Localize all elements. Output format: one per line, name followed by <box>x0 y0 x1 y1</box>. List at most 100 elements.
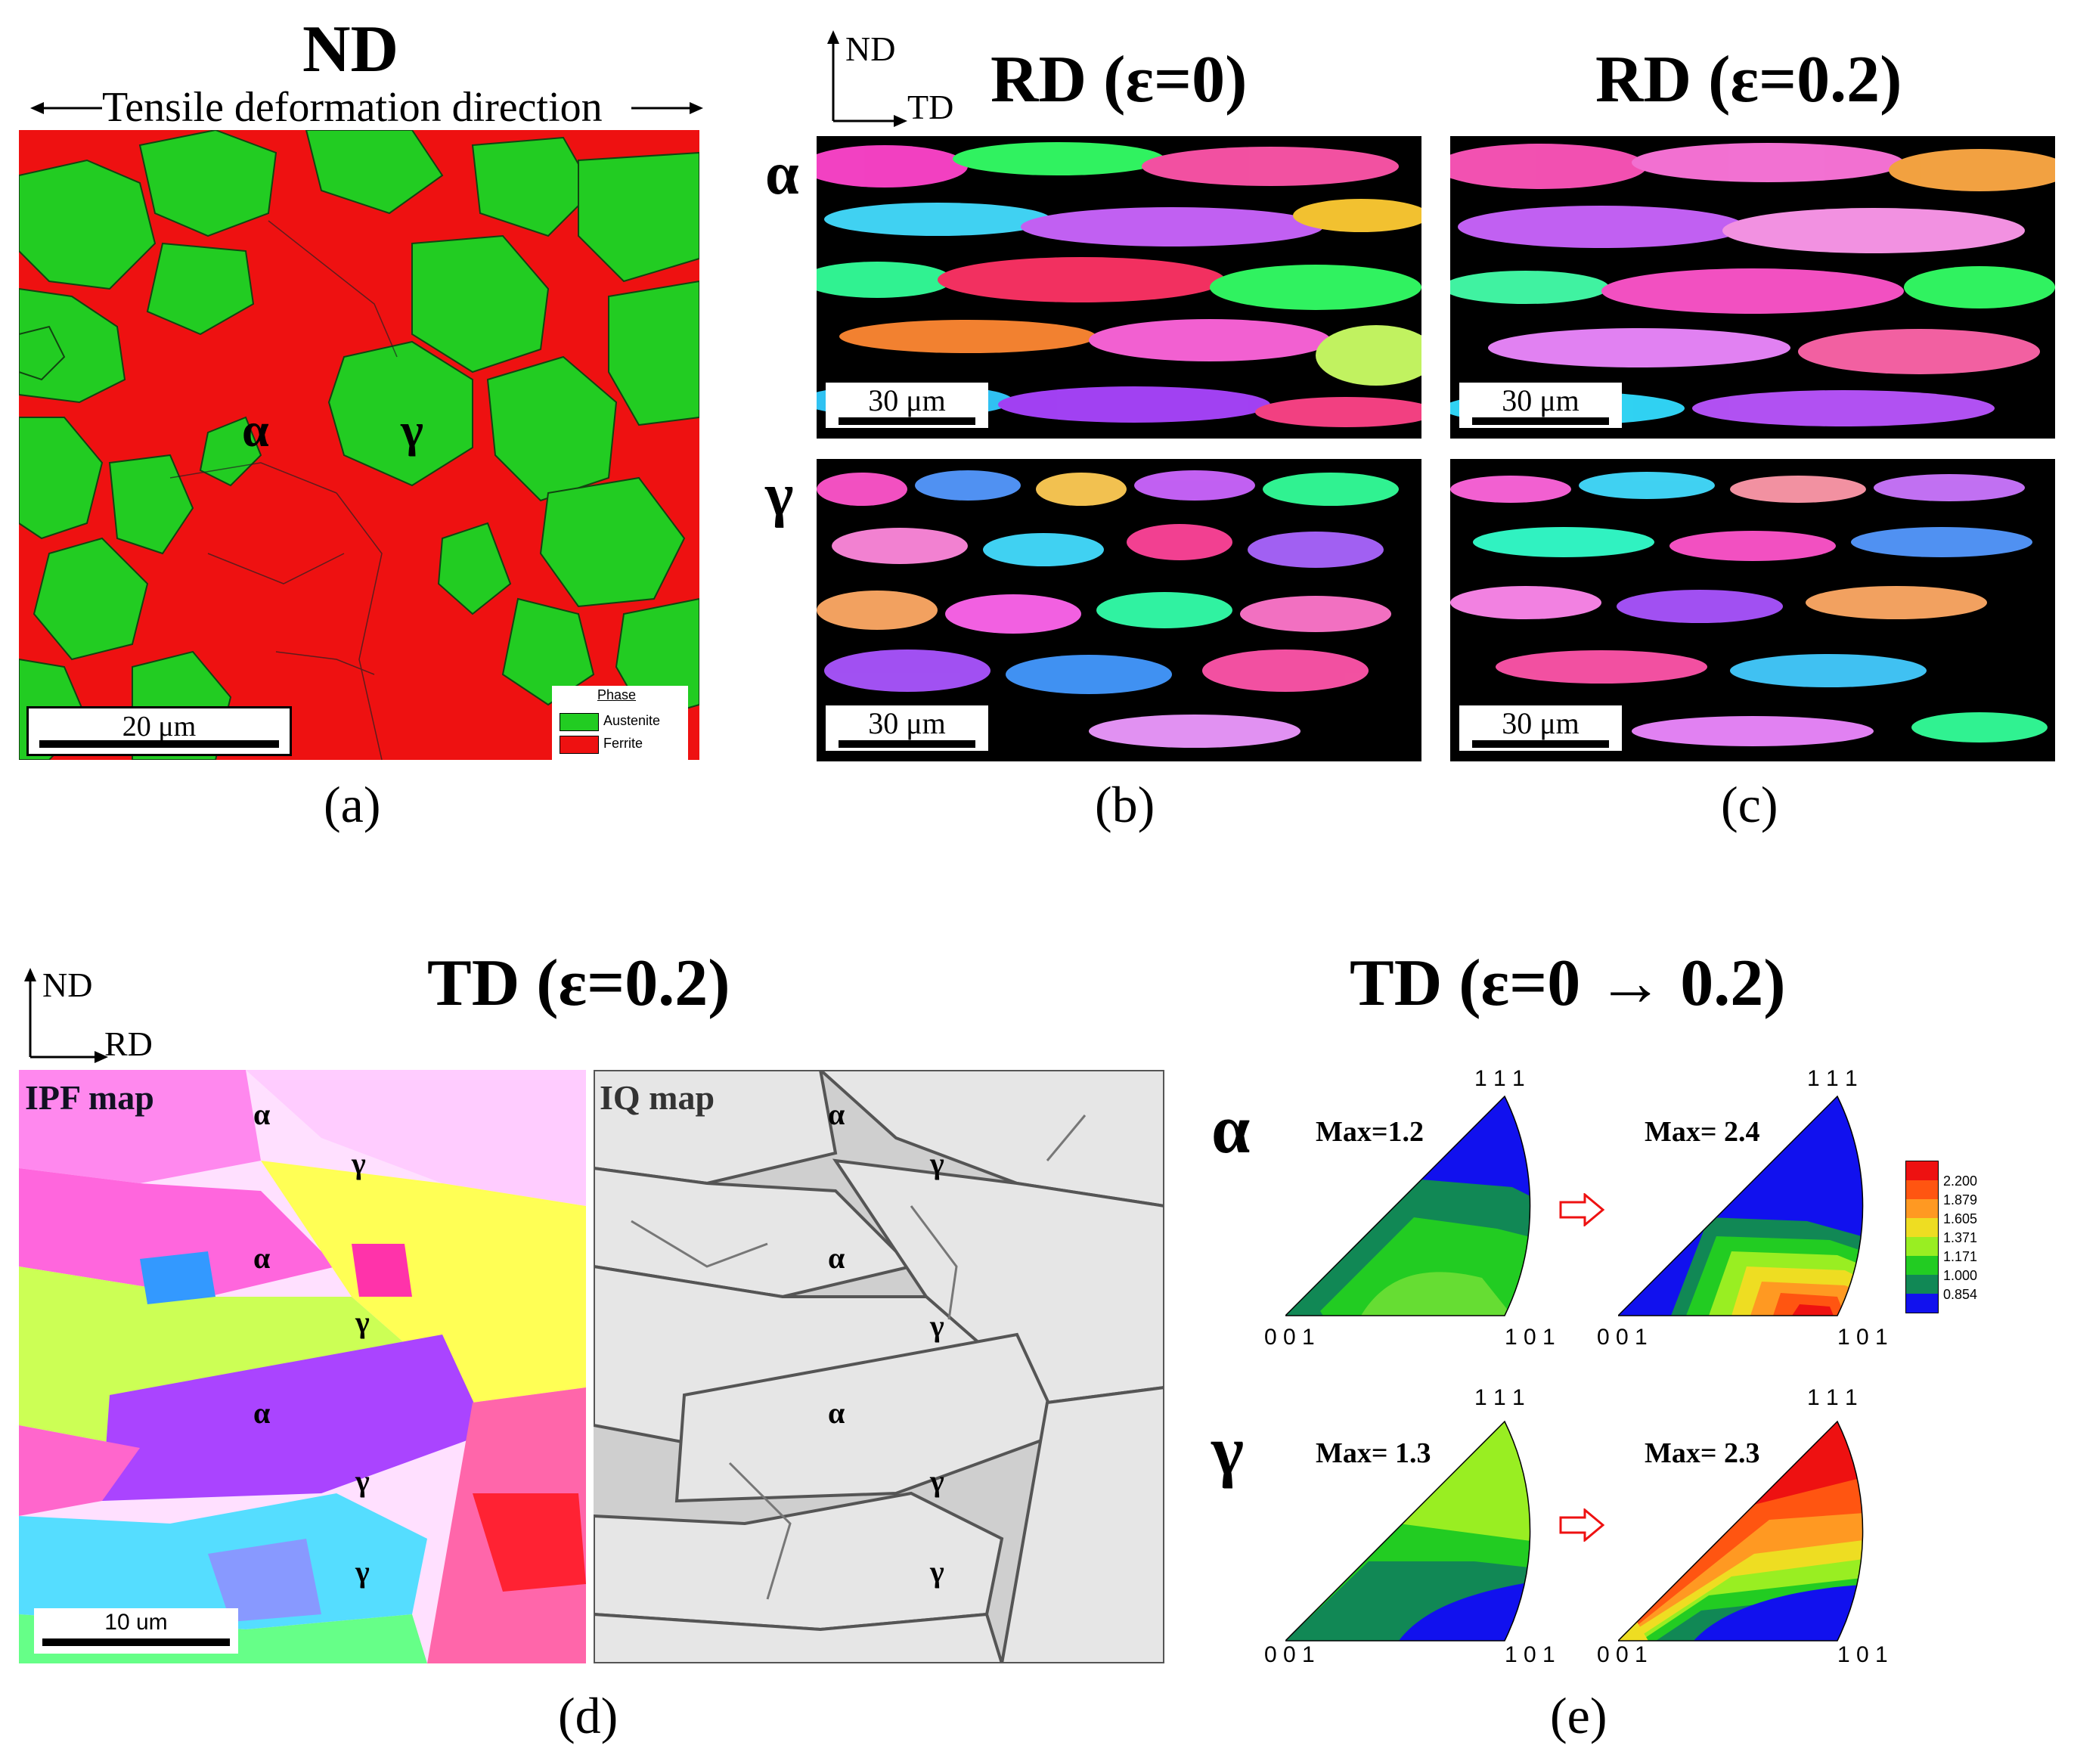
map-b-gamma-scale: 30 μm <box>826 705 988 751</box>
panel-c-title: RD (ε=0.2) <box>1595 43 1902 116</box>
iq-mark-1: α <box>828 1097 845 1131</box>
legend-swatch-8 <box>1906 1294 1938 1313</box>
alpha-arrow-icon <box>1559 1193 1604 1226</box>
gamma-arrow-icon <box>1559 1508 1604 1542</box>
legend-value-1: 2.200 <box>1943 1173 1978 1189</box>
map-b-gamma: 30 μm <box>817 459 1421 761</box>
panel-b-title: RD (ε=0) <box>990 43 1248 116</box>
map-b-alpha-grains <box>817 142 1421 427</box>
ipf-mark-7: γ <box>355 1555 370 1589</box>
iq-mark-2: γ <box>930 1146 944 1180</box>
map-b-alpha-scale-line <box>839 417 975 425</box>
legend-value-4: 1.371 <box>1943 1230 1978 1245</box>
ferrite-label: Ferrite <box>603 736 643 751</box>
panel-d-title: TD (ε=0.2) <box>427 947 730 1020</box>
map-b-gamma-scale-line <box>839 740 975 748</box>
e-row-gamma: γ <box>1211 1412 1245 1489</box>
iq-map-label: IQ map <box>600 1078 715 1117</box>
legend-swatch-7 <box>1906 1275 1938 1294</box>
legend-value-2: 1.879 <box>1943 1192 1978 1208</box>
ipf-alpha-after: Max= 2.4 <box>1617 1066 1875 1323</box>
map-b-alpha: 30 μm <box>817 136 1421 439</box>
map-b-gamma-scale-text: 30 μm <box>868 706 946 740</box>
density-legend-bar <box>1905 1161 1939 1313</box>
legend-swatch-2 <box>1906 1180 1938 1199</box>
ipf-mark-3: α <box>253 1241 271 1275</box>
ipf-gamma-after-001: 0 0 1 <box>1597 1642 1648 1667</box>
tensile-direction-label: Tensile deformation direction <box>102 84 603 131</box>
legend-swatch-3 <box>1906 1199 1938 1218</box>
phase-map-scale-bar: 20 μm <box>26 706 292 756</box>
ipf-alpha-before-111: 1 1 1 <box>1474 1066 1525 1091</box>
phase-map: α γ 20 μm Phase Austenite Ferrite <box>19 130 699 760</box>
ferrite-swatch <box>560 736 599 754</box>
map-c-alpha-scale-text: 30 μm <box>1502 383 1580 417</box>
density-legend: 2.200 1.879 1.605 1.371 1.171 1.000 0.85… <box>1905 1161 2041 1316</box>
ipf-alpha-before: Max=1.2 <box>1284 1066 1542 1323</box>
max-alpha-before: Max=1.2 <box>1316 1116 1425 1148</box>
ipf-gamma-after-111: 1 1 1 <box>1807 1385 1858 1410</box>
legend-value-7: 0.854 <box>1943 1287 1978 1302</box>
ipf-alpha-after-111: 1 1 1 <box>1807 1066 1858 1091</box>
phase-map-grains <box>19 130 699 760</box>
phase-map-scale-text: 20 μm <box>122 711 197 742</box>
ipf-gamma-before-001: 0 0 1 <box>1264 1642 1315 1667</box>
map-c-gamma-scale: 30 μm <box>1459 705 1622 751</box>
ipf-mark-5: α <box>253 1396 271 1430</box>
legend-swatch-6 <box>1906 1256 1938 1275</box>
ipf-mark-2: γ <box>352 1146 366 1180</box>
ipf-alpha-before-101: 1 0 1 <box>1505 1325 1555 1350</box>
ipf-mark-6: γ <box>355 1464 370 1498</box>
d-axis-rd: RD <box>104 1025 153 1063</box>
max-gamma-after: Max= 2.3 <box>1645 1437 1760 1469</box>
ipf-gamma-before-101: 1 0 1 <box>1505 1642 1555 1667</box>
map-c-gamma: 30 μm <box>1450 459 2055 761</box>
austenite-swatch <box>560 713 599 731</box>
nd-td-axes <box>827 30 907 127</box>
ipf-gamma-after-101: 1 0 1 <box>1837 1642 1888 1667</box>
bc-axis-td: TD <box>907 88 954 126</box>
iq-map: IQ map α γ α γ α γ γ <box>594 1070 1164 1663</box>
tensile-direction-arrow <box>30 102 703 114</box>
legend-value-6: 1.000 <box>1943 1268 1978 1283</box>
iq-mark-6: γ <box>930 1464 944 1498</box>
phase-legend: Phase Austenite Ferrite <box>552 686 688 760</box>
caption-b: (b) <box>1095 776 1155 833</box>
ipf-scale-line <box>42 1638 231 1646</box>
ipf-alpha-after-contours <box>1617 1095 1864 1316</box>
ipf-alpha-after-001: 0 0 1 <box>1597 1325 1648 1350</box>
legend-swatch-4 <box>1906 1218 1938 1237</box>
caption-e: (e) <box>1550 1687 1607 1744</box>
austenite-label: Austenite <box>603 713 661 728</box>
nd-rd-axes <box>24 968 108 1063</box>
panel-a-title: ND <box>302 13 399 86</box>
ipf-gamma-after-contours <box>1617 1420 1864 1642</box>
iq-map-grains <box>594 1070 1164 1663</box>
ipf-map: IPF map α γ α γ α γ γ 10 um <box>19 1070 586 1663</box>
map-c-alpha-scale: 30 μm <box>1459 383 1622 428</box>
map-b-alpha-scale-text: 30 μm <box>868 383 946 417</box>
bc-row-alpha: α <box>765 141 799 207</box>
map-c-gamma-scale-text: 30 μm <box>1502 706 1580 740</box>
map-c-gamma-scale-line <box>1472 740 1609 748</box>
iq-mark-7: γ <box>930 1555 944 1589</box>
ipf-map-grains <box>19 1070 586 1663</box>
map-c-alpha-scale-line <box>1472 417 1609 425</box>
ipf-map-label: IPF map <box>25 1078 154 1117</box>
ipf-mark-1: α <box>253 1097 271 1131</box>
iq-mark-5: α <box>828 1396 845 1430</box>
iq-mark-3: α <box>828 1241 845 1275</box>
max-gamma-before: Max= 1.3 <box>1316 1437 1431 1469</box>
bc-axis-nd: ND <box>845 29 896 68</box>
panel-e-title: TD (ε=0 → 0.2) <box>1350 947 1786 1020</box>
legend-value-5: 1.171 <box>1943 1249 1978 1264</box>
max-alpha-after: Max= 2.4 <box>1645 1116 1760 1148</box>
phase-legend-title: Phase <box>597 687 637 702</box>
caption-d: (d) <box>558 1687 618 1744</box>
ipf-alpha-before-contours <box>1284 1095 1531 1316</box>
map-c-alpha: 30 μm <box>1450 136 2055 439</box>
iq-mark-4: γ <box>930 1309 944 1343</box>
ipf-scale-text: 10 um <box>104 1610 168 1635</box>
ipf-gamma-before-111: 1 1 1 <box>1474 1385 1525 1410</box>
map-b-alpha-scale: 30 μm <box>826 383 988 428</box>
